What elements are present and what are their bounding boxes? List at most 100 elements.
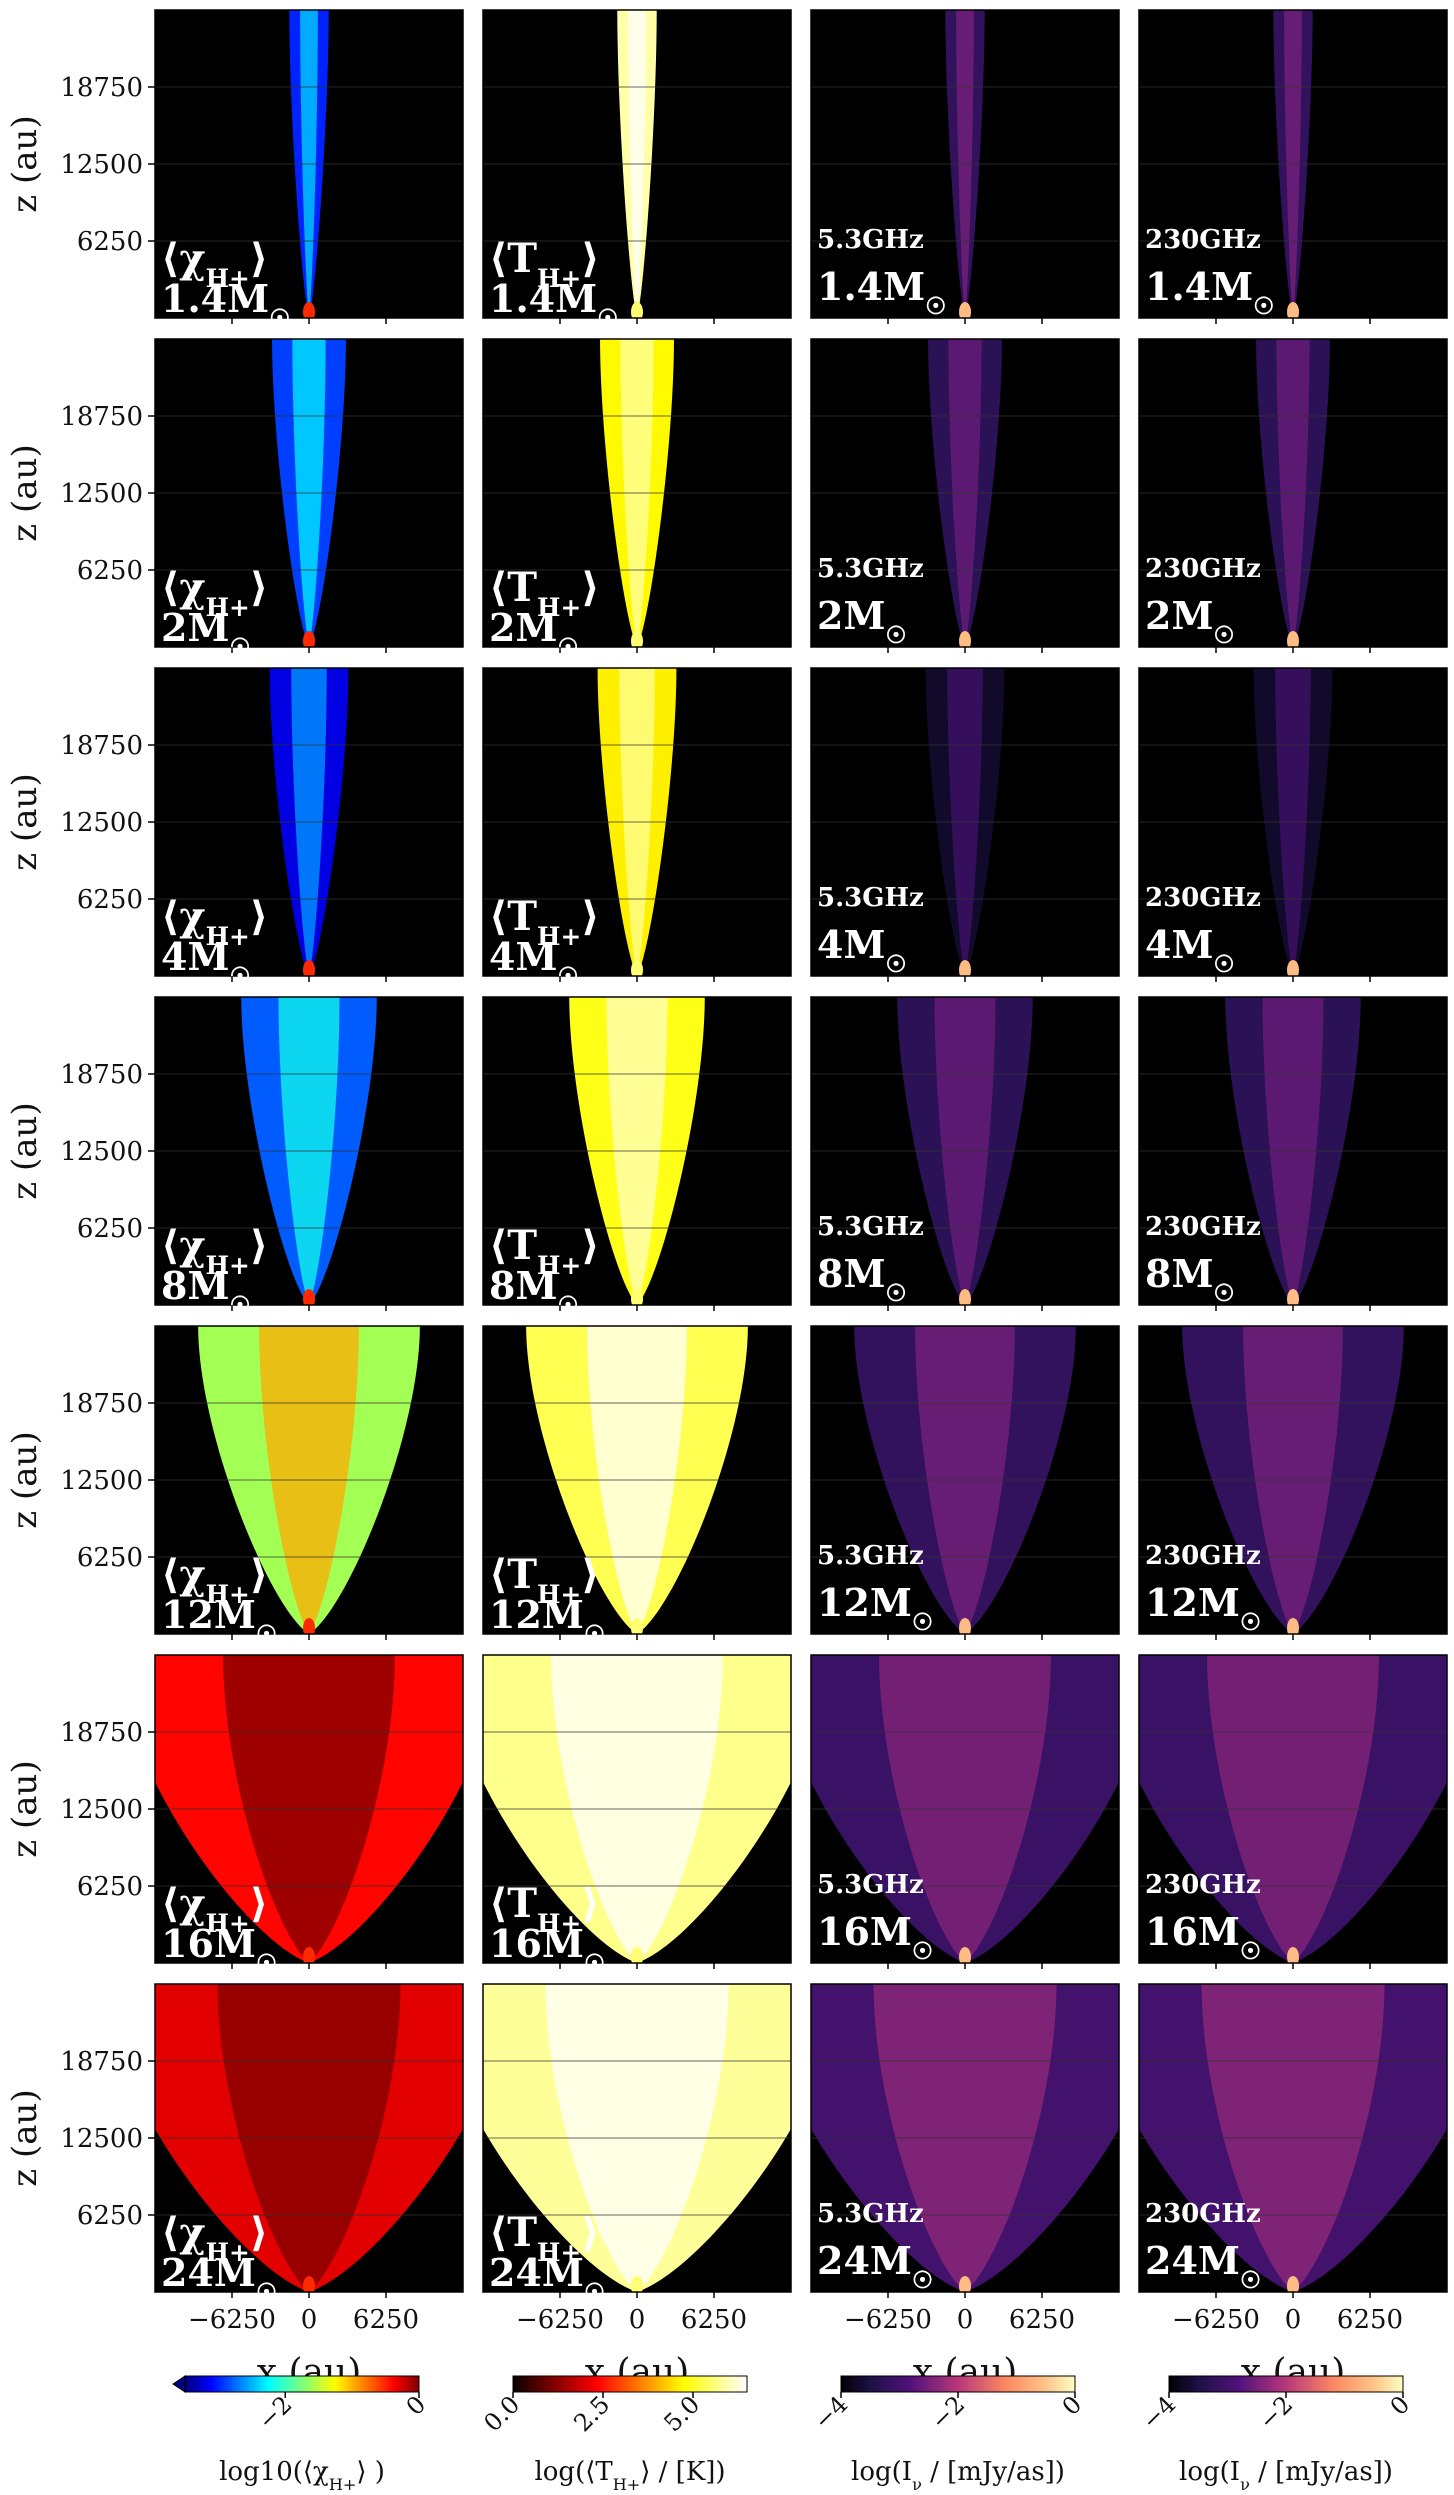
colorbar-tick-label: 0 — [1385, 2390, 1416, 2421]
y-tick-label: 12500 — [60, 808, 143, 838]
panel-temp-m1.4: ⟨TH+⟩1.4M☉ — [482, 9, 792, 332]
outflow-base — [959, 2276, 971, 2292]
mass-label: 12M☉ — [161, 1592, 277, 1648]
mass-label: 1.4M☉ — [161, 276, 290, 332]
panel-chi-m2: ⟨χH+⟩2M☉ — [154, 338, 464, 661]
colorbar-tick-label: 2.5 — [568, 2390, 615, 2437]
panel-i230-m8: 230GHz 8M☉ — [1138, 996, 1448, 1311]
panel-temp-m4: ⟨TH+⟩4M☉ — [482, 667, 792, 990]
x-tick-label: −6250 — [516, 2305, 604, 2335]
quantity-label: ⟨TH+⟩ — [489, 893, 600, 951]
y-tick-label: 12500 — [60, 150, 143, 180]
outflow-base — [303, 2276, 315, 2292]
x-tick-label: 6250 — [681, 2305, 747, 2335]
frequency-label: 5.3GHz — [817, 1541, 924, 1571]
outflow-base — [303, 302, 315, 318]
mass-label: 24M☉ — [161, 2250, 277, 2306]
frequency-label: 5.3GHz — [817, 2199, 924, 2229]
panel-temp-m24: ⟨TH+⟩24M☉ — [482, 1983, 792, 2306]
outflow-base — [1287, 1618, 1299, 1634]
quantity-label: ⟨χH+⟩ — [161, 1222, 268, 1280]
y-axis-row-8: 6250 12500 18750 z (au) — [5, 1060, 155, 1244]
panel-chi-m4: ⟨χH+⟩4M☉ — [154, 667, 464, 990]
panel-chi-m1.4: ⟨χH+⟩1.4M☉ — [154, 9, 464, 332]
y-axis-row-4: 6250 12500 18750 z (au) — [5, 731, 155, 915]
outflow-base — [959, 1947, 971, 1963]
y-tick-label: 6250 — [77, 1543, 143, 1573]
frequency-label: 230GHz — [1145, 2199, 1261, 2229]
x-tick-label: −6250 — [188, 2305, 276, 2335]
x-tick-label: −6250 — [1172, 2305, 1260, 2335]
mass-label: 16M☉ — [161, 1921, 277, 1977]
y-axis-label: z (au) — [5, 1431, 45, 1528]
y-axis-row-24: 6250 12500 18750 z (au) — [5, 2047, 155, 2231]
y-axis-label: z (au) — [5, 1102, 45, 1199]
colorbar-tick-label: 0 — [1057, 2390, 1088, 2421]
mass-label: 16M☉ — [1145, 1909, 1261, 1965]
quantity-label: ⟨χH+⟩ — [161, 235, 268, 293]
x-tick-label: 0 — [629, 2305, 646, 2335]
panel-i53-m8: 5.3GHz 8M☉ — [810, 996, 1120, 1311]
panel-temp-m16: ⟨TH+⟩16M☉ — [482, 1654, 792, 1977]
x-tick-label: −6250 — [844, 2305, 932, 2335]
outflow-base — [303, 631, 315, 647]
y-axis-row-1.4: 6250 12500 18750 z (au) — [5, 73, 155, 257]
outflow-base — [303, 1947, 315, 1963]
colorbar-label: log(⟨TH+⟩ / [K]) — [534, 2457, 725, 2494]
panel-i230-m2: 230GHz 2M☉ — [1138, 338, 1448, 653]
outflow-base — [303, 1289, 315, 1305]
colorbar-label: log10(⟨χH+⟩ ) — [219, 2457, 385, 2494]
frequency-label: 5.3GHz — [817, 554, 924, 584]
quantity-label: ⟨TH+⟩ — [489, 2209, 600, 2267]
quantity-label: ⟨TH+⟩ — [489, 1222, 600, 1280]
y-tick-label: 12500 — [60, 1137, 143, 1167]
mass-label: 4M☉ — [1145, 922, 1235, 978]
quantity-label: ⟨TH+⟩ — [489, 1880, 600, 1938]
colorbar-tick-label: −2 — [925, 2390, 970, 2435]
y-tick-label: 18750 — [60, 73, 143, 103]
outflow-base — [631, 302, 643, 318]
y-tick-label: 6250 — [77, 1214, 143, 1244]
y-tick-label: 6250 — [77, 2201, 143, 2231]
panel-i53-m2: 5.3GHz 2M☉ — [810, 338, 1120, 653]
frequency-label: 5.3GHz — [817, 1870, 924, 1900]
y-axes: 6250 12500 18750 z (au) 6250 12500 18750 z (au)… — [5, 73, 155, 2231]
quantity-label: ⟨χH+⟩ — [161, 564, 268, 622]
panel-i53-m1.4: 5.3GHz 1.4M☉ — [810, 9, 1120, 324]
quantity-label: ⟨χH+⟩ — [161, 1880, 268, 1938]
frequency-label: 230GHz — [1145, 883, 1261, 913]
colorbar-tick-label: −4 — [1136, 2390, 1181, 2435]
outflow-base — [959, 1618, 971, 1634]
panel-i230-m24: 230GHz 24M☉ — [1138, 1983, 1448, 2298]
y-axis-row-12: 6250 12500 18750 z (au) — [5, 1389, 155, 1573]
mass-label: 4M☉ — [817, 922, 907, 978]
quantity-label: ⟨χH+⟩ — [161, 1551, 268, 1609]
mass-label: 8M☉ — [1145, 1251, 1235, 1307]
outflow-base — [959, 1289, 971, 1305]
mass-label: 8M☉ — [489, 1263, 579, 1319]
mass-label: 24M☉ — [817, 2238, 933, 2294]
mass-label: 1.4M☉ — [817, 264, 946, 320]
y-tick-label: 18750 — [60, 731, 143, 761]
y-axis-label: z (au) — [5, 2089, 45, 2186]
colorbars: −2 0 log10(⟨χH+⟩ ) 0.0 2.5 5.0 log(⟨TH+⟩ / [K]… — [172, 2375, 1416, 2494]
colorbar-tick-label: 5.0 — [658, 2390, 705, 2437]
colorbar-tick-label: −4 — [808, 2390, 853, 2435]
outflow-base — [959, 302, 971, 318]
colorbar-tick-label: 0 — [401, 2390, 432, 2421]
mass-label: 12M☉ — [1145, 1580, 1261, 1636]
outflow-base — [631, 1618, 643, 1634]
y-axis-label: z (au) — [5, 773, 45, 870]
mass-label: 16M☉ — [489, 1921, 605, 1977]
frequency-label: 5.3GHz — [817, 1212, 924, 1242]
mass-label: 2M☉ — [489, 605, 579, 661]
quantity-label: ⟨TH+⟩ — [489, 1551, 600, 1609]
quantity-label: ⟨χH+⟩ — [161, 2209, 268, 2267]
colorbar-i53: −4 −2 0 log(Iν / [mJy/as]) — [808, 2375, 1088, 2494]
y-axis-row-2: 6250 12500 18750 z (au) — [5, 402, 155, 586]
colorbar-extend-arrow — [172, 2375, 186, 2393]
panel-chi-m12: ⟨χH+⟩12M☉ — [154, 1325, 464, 1648]
outflow-base — [631, 1289, 643, 1305]
